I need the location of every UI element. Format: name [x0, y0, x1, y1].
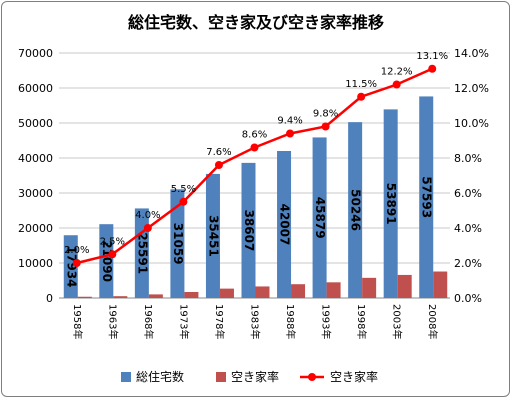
y2-tick-label: 6.0% — [454, 187, 482, 200]
x-tick-label: 1973年 — [177, 304, 190, 339]
rate-point — [214, 161, 223, 169]
bar-vacancy — [184, 291, 199, 298]
y-tick-label: 30000 — [18, 187, 53, 200]
rate-point — [428, 64, 437, 73]
y2-tick-label: 2.0% — [454, 257, 482, 270]
legend-swatch-total — [121, 372, 131, 382]
rate-point — [357, 92, 366, 101]
rate-point-label: 12.2% — [381, 67, 413, 78]
bar-vacancy — [219, 288, 234, 298]
bar-vacancy — [433, 271, 448, 298]
bar-data-label: 45879 — [313, 197, 327, 239]
x-tick-label: 1968年 — [142, 304, 155, 339]
y-tick-label: 70000 — [18, 47, 53, 60]
bar-vacancy — [113, 296, 128, 298]
rate-point — [286, 129, 295, 138]
rate-line: 2.0% 2.5% 4.0% 5.5% 7.6% 8.6% 9.4% 9.8% 11.5% 12.… — [64, 51, 448, 267]
y-tick-label: 20000 — [18, 222, 53, 235]
bar-data-label: 17934 — [64, 246, 78, 288]
rate-point-label: 8.6% — [242, 130, 267, 141]
chart-title: 総住宅数、空き家及び空き家率推移 — [128, 13, 384, 32]
rate-point-label: 5.5% — [171, 184, 196, 195]
y2-tick-label: 10.0% — [454, 117, 489, 130]
bar-total-houses — [170, 189, 185, 298]
rate-point-label: 4.0% — [135, 210, 160, 221]
y2-tick-label: 14.0% — [454, 47, 489, 60]
legend-label-vacancy: 空き家率 — [231, 369, 279, 384]
x-tick-label: 1983年 — [249, 304, 262, 339]
bar-total-houses — [205, 173, 220, 298]
rate-point-label: 13.1% — [416, 51, 448, 62]
rate-point-label: 7.6% — [206, 147, 231, 158]
bars: 17934 21090 25591 31059 35451 38607 42007 45879… — [63, 96, 448, 298]
rate-point — [108, 250, 117, 259]
rate-point — [392, 80, 401, 89]
legend-label-total: 総住宅数 — [136, 369, 184, 384]
y2-tick-label: 12.0% — [454, 82, 489, 95]
y-tick-label: 50000 — [18, 117, 53, 130]
y-tick-label: 40000 — [18, 152, 53, 165]
x-tick-label: 1993年 — [320, 304, 333, 339]
bar-vacancy — [291, 284, 306, 298]
bar-data-label: 50246 — [349, 189, 363, 231]
x-tick-label: 1958年 — [71, 304, 84, 339]
y-tick-label: 60000 — [18, 82, 53, 95]
bar-vacancy — [326, 282, 341, 298]
bar-total-houses — [277, 150, 292, 298]
y2-tick-label: 0.0% — [454, 292, 482, 305]
y-tick-label: 10000 — [18, 257, 53, 270]
y2-tick-label: 8.0% — [454, 152, 482, 165]
rate-point-label: 2.5% — [100, 236, 125, 247]
legend-marker-rate — [308, 373, 316, 381]
bar-data-label: 31059 — [171, 223, 185, 265]
bar-total-houses — [419, 96, 434, 298]
bar-vacancy — [255, 286, 270, 298]
bar-total-houses — [383, 109, 398, 298]
rate-point-label: 11.5% — [345, 79, 377, 90]
rate-point-label: 9.8% — [313, 109, 338, 120]
bar-data-label: 35451 — [206, 215, 220, 257]
x-tick-label: 1978年 — [213, 304, 226, 339]
x-tick-label: 2008年 — [426, 304, 439, 339]
bar-total-houses — [312, 137, 327, 298]
y-axis: 0 10000 20000 30000 40000 50000 60000 70000 — [18, 47, 53, 305]
bar-total-houses — [63, 235, 78, 298]
bar-data-label: 25591 — [135, 232, 149, 274]
bar-data-label: 38607 — [242, 210, 256, 252]
bar-data-label: 57593 — [420, 176, 434, 218]
rate-point-label: 2.0% — [64, 245, 89, 256]
bar-data-label: 42007 — [278, 204, 292, 246]
rate-point — [250, 143, 259, 152]
rate-point — [143, 224, 152, 232]
bar-total-houses — [241, 162, 256, 298]
bar-total-houses — [99, 224, 114, 298]
legend-label-rate: 空き家率 — [330, 369, 378, 384]
x-tick-label: 2003年 — [391, 304, 404, 339]
bar-data-label: 21090 — [100, 240, 114, 282]
y2-axis: 0.0% 2.0% 4.0% 6.0% 8.0% 10.0% 12.0% 14.0% — [454, 47, 489, 305]
bar-total-houses — [348, 122, 363, 298]
rate-point — [179, 197, 188, 206]
y-tick-label: 0 — [46, 292, 53, 305]
legend: 総住宅数 空き家率 空き家率 — [121, 369, 378, 384]
rate-point — [72, 259, 81, 267]
bar-vacancy — [77, 296, 92, 298]
bar-vacancy — [362, 277, 377, 298]
legend-swatch-vacancy — [216, 372, 226, 382]
y2-tick-label: 4.0% — [454, 222, 482, 235]
bar-vacancy — [397, 274, 412, 298]
x-tick-label: 1963年 — [106, 304, 119, 339]
x-tick-label: 1988年 — [284, 304, 297, 339]
rate-point — [321, 122, 330, 131]
x-axis: 1958年 1963年 1968年 1973年 1978年 1983年 1988年 1993年… — [71, 304, 439, 339]
rate-point-label: 9.4% — [277, 116, 302, 127]
x-tick-label: 1998年 — [355, 304, 368, 339]
bar-vacancy — [148, 294, 163, 298]
bar-data-label: 53891 — [384, 183, 398, 225]
